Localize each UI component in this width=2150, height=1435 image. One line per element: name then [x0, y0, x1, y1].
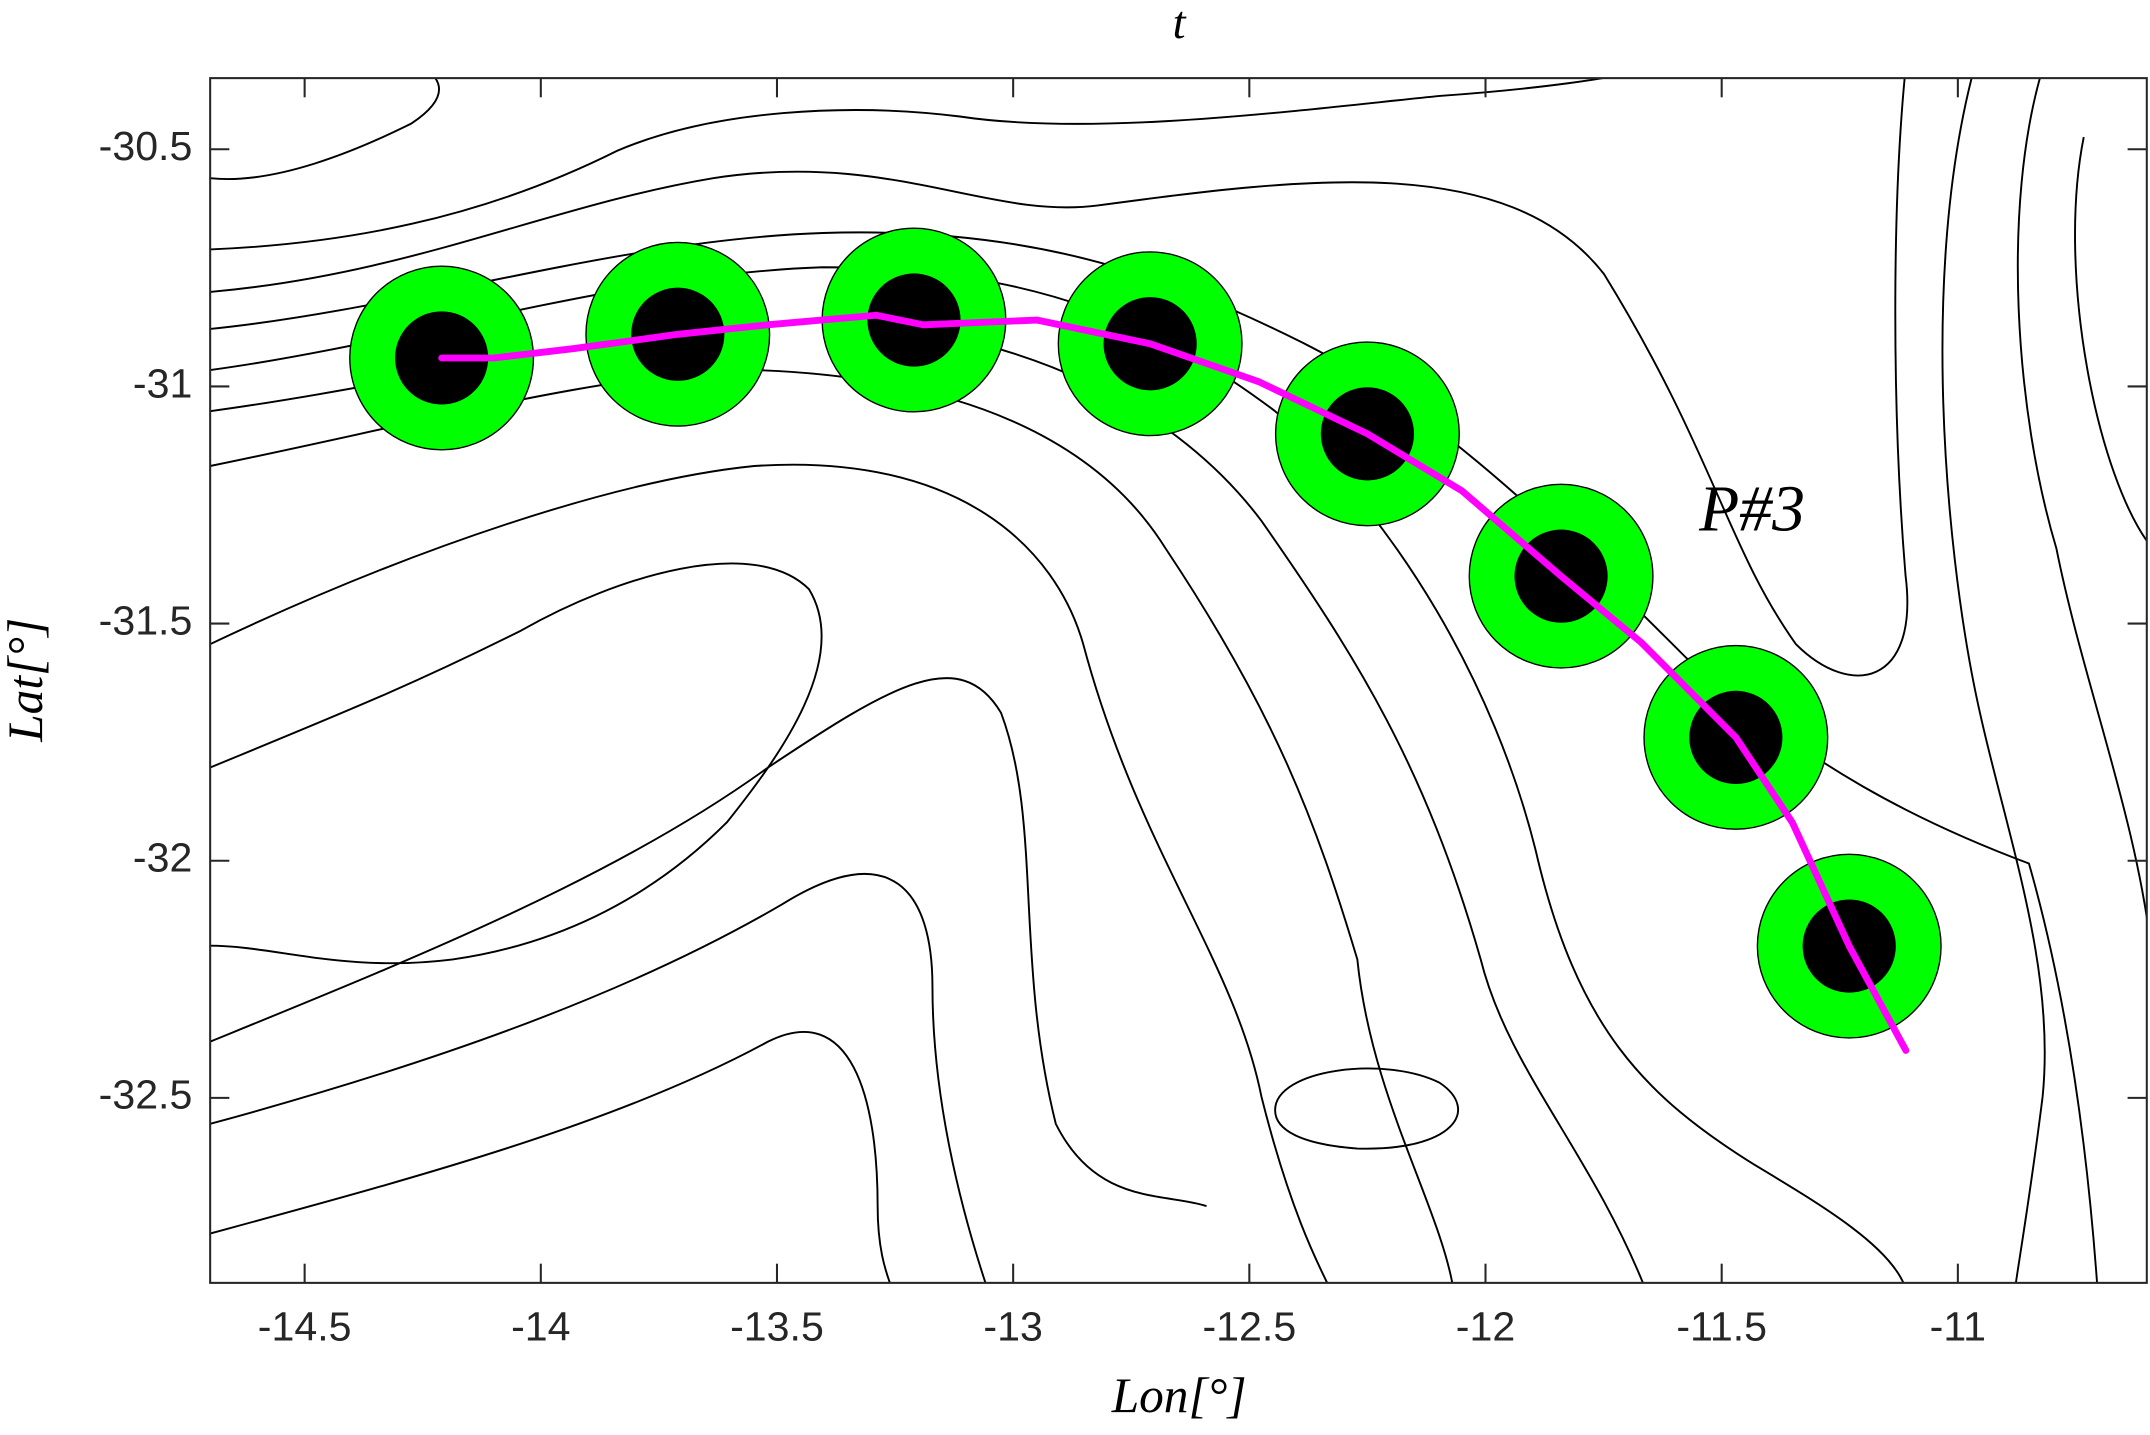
contour-line [210, 78, 1909, 677]
x-tick-label: -11 [1930, 1303, 1986, 1349]
contour-line [210, 78, 1609, 251]
y-tick-label: -31 [133, 360, 192, 406]
y-tick-label: -32.5 [99, 1072, 193, 1118]
plot-frame [209, 77, 2148, 1284]
contour-line [210, 562, 823, 965]
contour-line [1274, 1067, 1459, 1150]
y-tick-label: -30.5 [99, 123, 193, 169]
x-tick-label: -14.5 [258, 1303, 352, 1349]
contour-line [2074, 136, 2147, 543]
y-axis-label: Lat[°] [0, 618, 53, 743]
x-tick-label: -13.5 [730, 1303, 824, 1349]
contour-line [210, 1030, 891, 1283]
y-tick-label: -32 [133, 835, 192, 881]
track-line [438, 311, 1910, 1054]
x-tick-label: -11.5 [1676, 1303, 1767, 1349]
contour-line [210, 78, 440, 180]
x-tick-label: -12.5 [1202, 1303, 1296, 1349]
contours [210, 78, 2147, 1283]
contour-line [210, 677, 1207, 1208]
contour-line [210, 369, 1454, 1283]
x-tick-label: -13 [983, 1303, 1042, 1349]
contour-line [1941, 78, 2046, 1283]
contour-line [210, 873, 987, 1283]
contour-line [2016, 78, 2147, 924]
chart-title: t [1173, 0, 1187, 49]
annotation: P#3 [1698, 472, 1805, 545]
x-axis-label: Lon[°] [1111, 1368, 1247, 1423]
contour-line [210, 463, 1329, 1283]
x-tick-label: -14 [511, 1303, 570, 1349]
y-tick-label: -31.5 [99, 597, 193, 643]
x-tick-label: -12 [1456, 1303, 1515, 1349]
